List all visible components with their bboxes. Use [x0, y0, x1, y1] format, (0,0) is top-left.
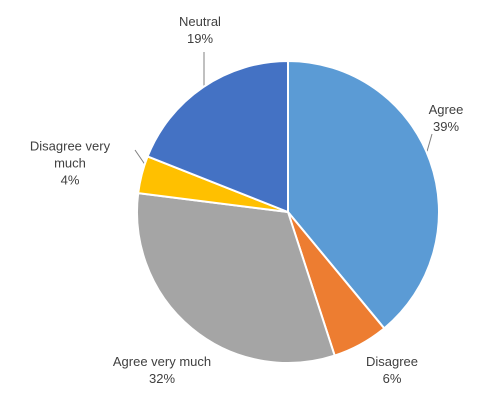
category-label: Neutral	[179, 14, 221, 29]
value-label: 39%	[432, 119, 460, 134]
slice-label: Disagree 6%	[352, 353, 432, 387]
slice-label: Agree 39%	[411, 101, 480, 135]
slice-label: Disagree very much 4%	[25, 138, 115, 189]
slice-label: Agree very much 32%	[97, 353, 227, 387]
category-label: Disagree very much	[29, 138, 111, 171]
value-label: 19%	[186, 31, 214, 46]
pie-slice	[287, 59, 440, 330]
value-label: 32%	[148, 371, 176, 386]
category-label: Disagree	[365, 354, 419, 369]
value-label: 6%	[382, 371, 402, 386]
category-label: Agree very much	[112, 354, 212, 369]
value-label: 4%	[60, 172, 80, 188]
category-label: Agree	[428, 102, 464, 117]
pie-slice	[146, 59, 289, 214]
pie-slice	[136, 191, 336, 364]
slice-label: Neutral 19%	[165, 13, 235, 47]
